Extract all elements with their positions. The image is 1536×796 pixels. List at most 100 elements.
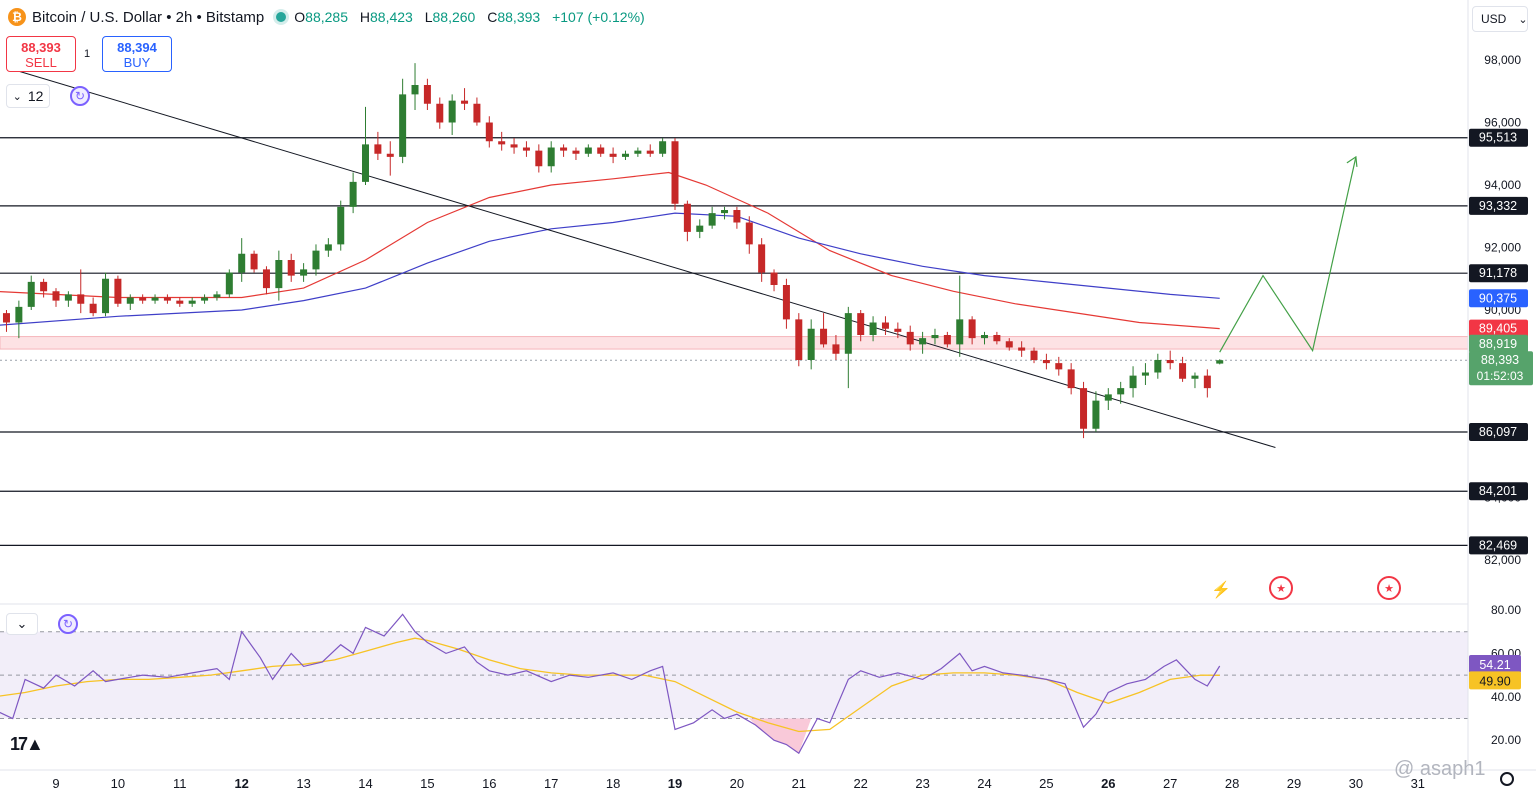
- candle: [782, 278, 790, 329]
- us-flag-event-icon[interactable]: ★: [1377, 576, 1401, 600]
- candle-body: [1067, 369, 1075, 389]
- us-flag-event-icon[interactable]: ★: [1269, 576, 1293, 600]
- candle: [795, 313, 803, 367]
- candle-body: [485, 122, 493, 142]
- countdown-text: 01:52:03: [1477, 369, 1524, 383]
- candle-body: [943, 335, 951, 345]
- indicators-toggle[interactable]: ⌄ 12: [6, 84, 50, 108]
- candle-body: [473, 103, 481, 123]
- candle: [411, 63, 419, 110]
- rsi-collapse-button[interactable]: ⌄: [6, 613, 38, 635]
- candle-body: [1080, 388, 1088, 429]
- refresh-icon[interactable]: ↻: [70, 86, 90, 106]
- candle: [275, 250, 283, 301]
- indicator-price-tag: 90,375: [1469, 289, 1528, 308]
- candle: [423, 78, 431, 110]
- candle: [609, 147, 617, 164]
- close-value: 88,393: [497, 9, 541, 25]
- candle: [498, 131, 506, 151]
- time-tick-label: 16: [482, 776, 496, 791]
- candle-body: [15, 306, 23, 323]
- candle: [399, 78, 407, 164]
- candle-body: [1030, 350, 1038, 360]
- time-tick-label: 29: [1287, 776, 1301, 791]
- candle: [857, 310, 865, 342]
- close-label: C: [487, 9, 498, 25]
- candle: [201, 294, 209, 304]
- high-label: H: [359, 9, 370, 25]
- time-tick-label: 17: [544, 776, 558, 791]
- candle-body: [225, 272, 233, 295]
- candle-body: [324, 244, 332, 251]
- level-price-tag: 82,469: [1469, 536, 1528, 555]
- level-price-tag-box: [1469, 422, 1528, 441]
- scroll-to-latest-icon[interactable]: [1500, 772, 1514, 786]
- candle: [349, 172, 357, 214]
- candle-body: [1042, 360, 1050, 364]
- candle: [560, 144, 568, 157]
- candle: [708, 206, 716, 229]
- candle-body: [584, 147, 592, 154]
- level-price-tag-text: 86,097: [1479, 425, 1517, 439]
- current-price-text: 88,393: [1481, 353, 1519, 367]
- candle: [238, 238, 246, 282]
- candle-body: [931, 335, 939, 339]
- candle: [225, 269, 233, 298]
- level-price-tag: 84,201: [1469, 482, 1528, 501]
- moving-average-red-line: [0, 171, 1220, 330]
- candle-body: [114, 278, 122, 304]
- tradingview-logo[interactable]: 17▲: [10, 734, 44, 754]
- candle-body: [436, 103, 444, 123]
- candle-body: [782, 285, 790, 320]
- rsi-line: [0, 613, 1221, 755]
- time-tick-label: 11: [173, 776, 187, 791]
- rsi-value-text: 54.21: [1479, 658, 1510, 672]
- rsi-refresh-icon[interactable]: ↻: [58, 614, 78, 634]
- buy-button[interactable]: 88,394 BUY: [102, 36, 172, 72]
- candle: [646, 144, 654, 157]
- candle: [943, 331, 951, 348]
- candle: [696, 219, 704, 239]
- candle-body: [993, 335, 1001, 342]
- candle: [2, 310, 10, 332]
- candle: [1005, 338, 1013, 351]
- candle: [436, 97, 444, 129]
- candle-body: [1055, 363, 1063, 370]
- indicator-price-tag-text: 88,919: [1479, 337, 1517, 351]
- candle: [770, 269, 778, 292]
- low-label: L: [424, 9, 433, 25]
- candle: [262, 266, 270, 295]
- candle: [659, 138, 667, 157]
- low-value: 88,260: [432, 9, 476, 25]
- candle-body: [77, 294, 85, 304]
- chevron-down-icon: ⌄: [12, 90, 22, 103]
- candle-body: [312, 250, 320, 270]
- time-tick-label: 19: [668, 776, 682, 791]
- moving-average-blue-line: [0, 212, 1220, 326]
- candle-body: [807, 328, 815, 360]
- time-tick-label: 9: [52, 776, 59, 791]
- candle: [163, 294, 171, 304]
- symbol-header: ₿ Bitcoin / U.S. Dollar • 2h • Bitstamp …: [8, 6, 653, 28]
- market-open-icon: [276, 12, 287, 22]
- candle: [386, 141, 394, 176]
- candle-body: [40, 281, 48, 292]
- symbol-title[interactable]: Bitcoin / U.S. Dollar • 2h • Bitstamp: [32, 8, 265, 26]
- candle-body: [64, 294, 72, 301]
- candle: [1179, 356, 1187, 382]
- rsi-tick-label: 40.00: [1491, 690, 1521, 704]
- sell-button[interactable]: 88,393 SELL: [6, 36, 76, 72]
- candle: [968, 316, 976, 345]
- level-price-tag-text: 91,178: [1479, 266, 1517, 280]
- candle-body: [1129, 375, 1137, 389]
- candle: [522, 141, 530, 157]
- economic-event-icon[interactable]: ⚡: [1211, 582, 1231, 599]
- candle-body: [510, 144, 518, 148]
- candle-body: [919, 338, 927, 345]
- candle: [1166, 350, 1174, 370]
- buy-label: BUY: [123, 55, 151, 70]
- currency-selector[interactable]: USD ⌄: [1472, 6, 1528, 32]
- candle-body: [671, 141, 679, 204]
- candle-body: [176, 300, 184, 304]
